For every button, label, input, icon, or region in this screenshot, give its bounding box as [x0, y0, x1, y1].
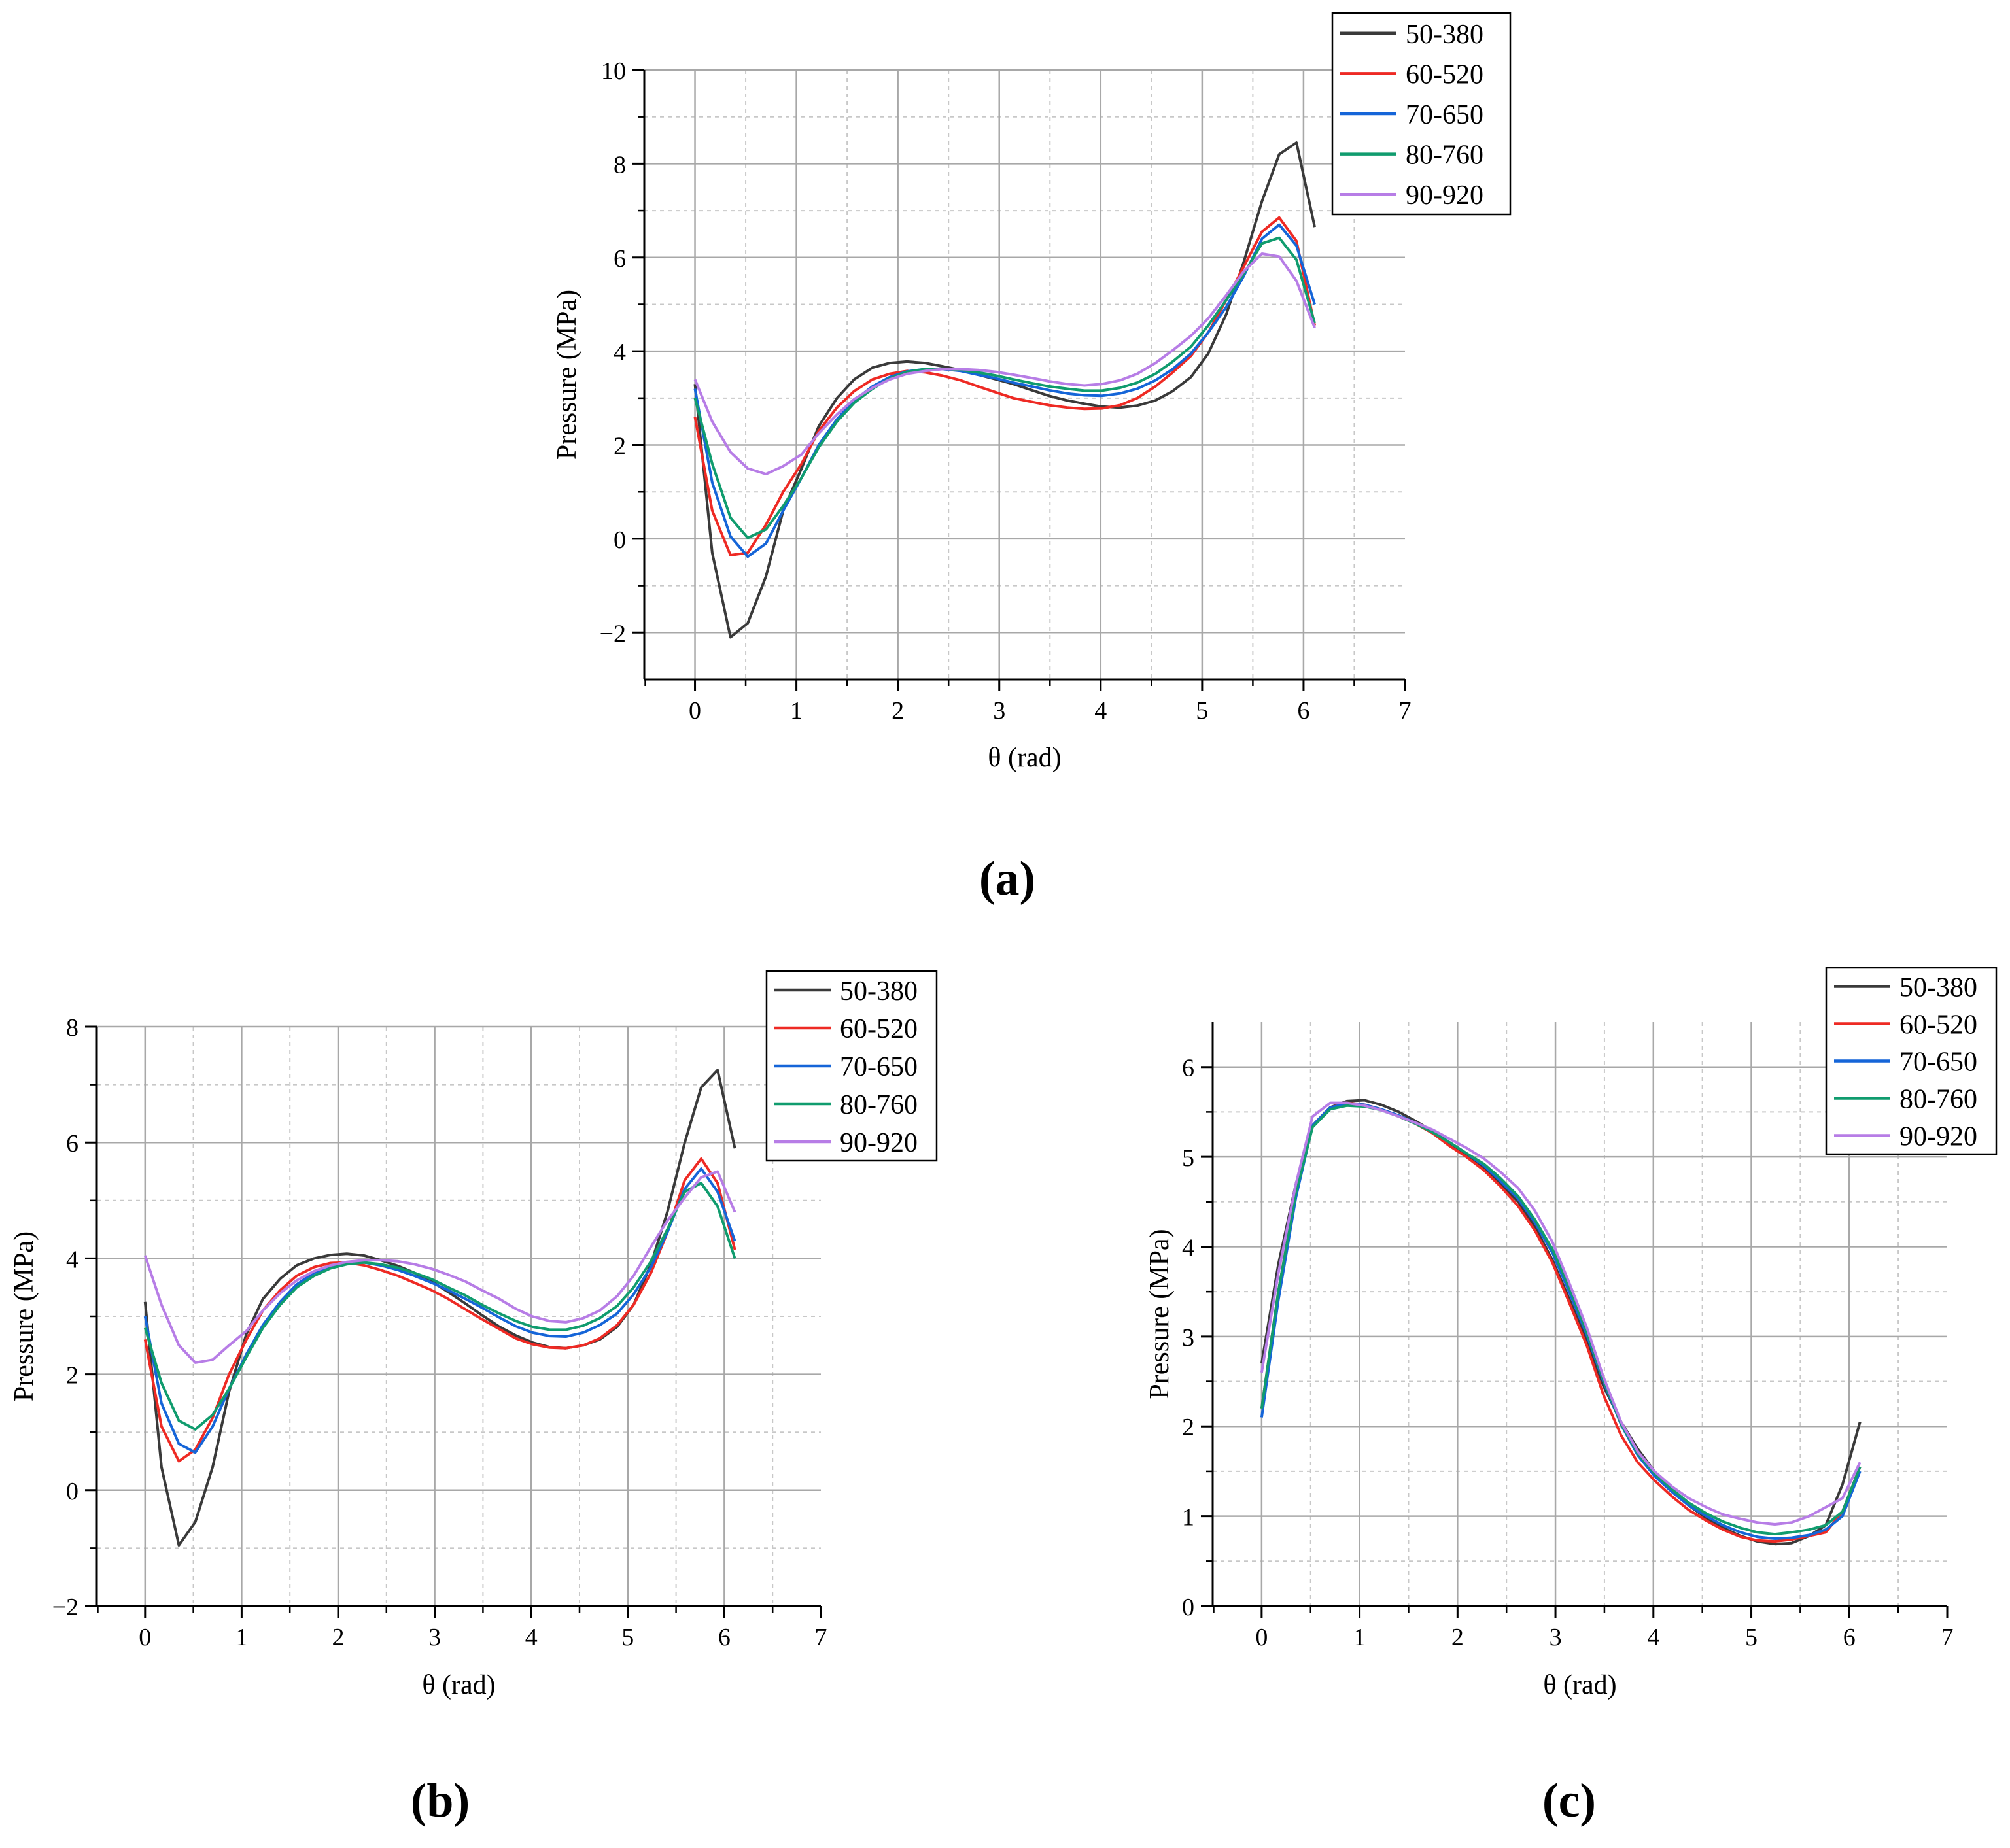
legend-label: 60-520: [840, 1014, 918, 1044]
legend-label: 90-920: [1899, 1122, 1977, 1152]
legend-label: 80-760: [1406, 141, 1483, 171]
x-tick-label: 1: [790, 697, 803, 725]
series-line-80-760: [1260, 1104, 1862, 1536]
legend-label: 60-520: [1899, 1010, 1977, 1040]
x-tick-label: 7: [1399, 697, 1412, 725]
y-tick-label: 5: [1182, 1144, 1194, 1172]
x-tick-label: 6: [1297, 697, 1309, 725]
x-tick-label: 1: [235, 1624, 248, 1651]
y-axis-label: Pressure (MPa): [9, 1231, 39, 1401]
y-tick-label: 1: [1182, 1504, 1194, 1531]
x-tick-label: 5: [621, 1624, 634, 1651]
y-tick-label: −2: [52, 1594, 78, 1621]
y-tick-label: 0: [66, 1478, 78, 1505]
y-tick-label: 6: [614, 245, 626, 273]
caption-c: (c): [1542, 1774, 1597, 1828]
legend-label: 80-760: [840, 1090, 918, 1120]
legend-label: 60-520: [1406, 60, 1483, 90]
series-line-80-760: [143, 1182, 736, 1431]
x-tick-label: 0: [689, 697, 701, 725]
chart-panel-0: 0 1 2 3 4 5 6 7 −2 0 2 4 6 8 10 θ (rad) Pressure (MPa) 50…: [552, 12, 1512, 773]
legend-label: 50-380: [1899, 973, 1977, 1003]
legend-label: 90-920: [1406, 180, 1483, 211]
y-tick-label: 4: [66, 1246, 78, 1273]
y-tick-label: 2: [66, 1362, 78, 1390]
x-tick-label: 5: [1196, 697, 1208, 725]
y-axis-label: Pressure (MPa): [1145, 1229, 1175, 1399]
x-tick-label: 0: [139, 1624, 151, 1651]
series-line-80-760: [693, 236, 1316, 539]
legend-label: 70-650: [1899, 1048, 1977, 1078]
y-tick-label: 2: [614, 433, 626, 460]
y-tick-label: 4: [614, 339, 626, 366]
y-tick-label: 8: [66, 1014, 78, 1042]
chart-panel-2: 0 1 2 3 4 5 6 7 0 1 2 3 4 5 6 θ (rad) Pressure (MPa) 50-3…: [1145, 967, 1998, 1700]
legend: 50-380 60-520 70-650 80-760 90-920: [765, 970, 938, 1162]
x-tick-label: 2: [332, 1624, 345, 1651]
legend-label: 70-650: [1406, 100, 1483, 130]
x-axis-label: θ (rad): [988, 743, 1061, 773]
series-line-70-650: [1260, 1103, 1862, 1540]
x-tick-label: 2: [892, 697, 904, 725]
x-tick-label: 4: [525, 1624, 538, 1651]
x-tick-label: 7: [815, 1624, 827, 1651]
x-tick-label: 4: [1647, 1624, 1659, 1651]
y-tick-label: 10: [601, 58, 626, 85]
x-tick-label: 1: [1353, 1624, 1366, 1651]
x-axis-label: θ (rad): [1543, 1670, 1616, 1700]
y-tick-label: 2: [1182, 1414, 1194, 1441]
caption-b: (b): [410, 1774, 470, 1828]
x-tick-label: 3: [428, 1624, 441, 1651]
x-axis-label: θ (rad): [422, 1670, 495, 1700]
y-tick-label: 4: [1182, 1234, 1194, 1261]
legend-label: 50-380: [1406, 20, 1483, 50]
series-line-50-380: [1260, 1099, 1862, 1546]
chart-panel-1: 0 1 2 3 4 5 6 7 −2 0 2 4 6 8 θ (rad) Pressure (MPa) 50-3…: [9, 970, 938, 1700]
x-tick-label: 6: [718, 1624, 731, 1651]
series-line-70-650: [693, 223, 1316, 558]
x-tick-label: 5: [1745, 1624, 1758, 1651]
legend-label: 50-380: [840, 976, 918, 1006]
y-tick-label: 3: [1182, 1324, 1194, 1352]
y-tick-label: 8: [614, 151, 626, 179]
x-tick-label: 7: [1941, 1624, 1954, 1651]
y-tick-label: 0: [614, 526, 626, 554]
y-tick-label: 0: [1182, 1594, 1194, 1621]
x-tick-label: 3: [1550, 1624, 1562, 1651]
series-line-50-380: [143, 1069, 736, 1547]
x-tick-label: 2: [1451, 1624, 1464, 1651]
series-line-90-920: [1260, 1101, 1862, 1526]
legend: 50-380 60-520 70-650 80-760 90-920: [1825, 967, 1998, 1155]
x-tick-label: 0: [1255, 1624, 1268, 1651]
y-tick-label: 6: [1182, 1055, 1194, 1082]
caption-a: (a): [979, 852, 1036, 906]
series-line-50-380: [693, 141, 1316, 639]
y-tick-label: −2: [600, 620, 626, 647]
legend-label: 80-760: [1899, 1085, 1977, 1115]
y-axis-label: Pressure (MPa): [552, 290, 582, 460]
series-line-90-920: [143, 1170, 736, 1364]
legend-label: 70-650: [840, 1052, 918, 1082]
x-tick-label: 3: [993, 697, 1005, 725]
y-tick-label: 6: [66, 1130, 78, 1157]
series-line-60-520: [143, 1157, 736, 1463]
legend: 50-380 60-520 70-650 80-760 90-920: [1331, 12, 1512, 216]
series-line-60-520: [1260, 1101, 1862, 1543]
legend-label: 90-920: [840, 1128, 918, 1158]
series-line-90-920: [693, 252, 1316, 475]
x-tick-label: 4: [1094, 697, 1107, 725]
series-line-70-650: [143, 1167, 736, 1454]
x-tick-label: 6: [1843, 1624, 1856, 1651]
